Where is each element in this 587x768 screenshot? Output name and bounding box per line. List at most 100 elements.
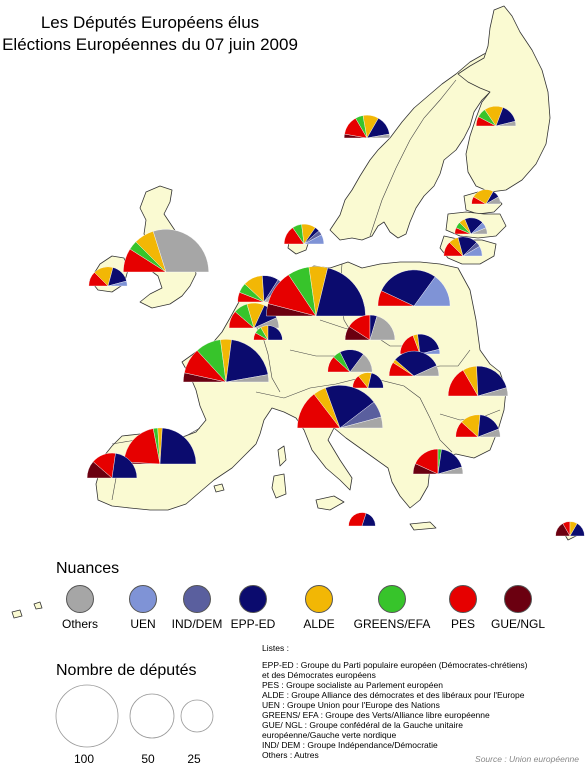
pie-portugal xyxy=(86,452,138,479)
pie-cyprus xyxy=(555,521,585,537)
pie-hungary xyxy=(388,350,440,377)
pie-sweden xyxy=(343,114,391,139)
pie-slice-lithuania-uen xyxy=(462,246,483,257)
pie-slice-romania-epp-ed xyxy=(476,365,507,397)
pie-slice-austria-others xyxy=(349,353,373,373)
pie-lithuania xyxy=(443,236,483,257)
list-line: ALDE : Groupe Alliance des démocrates et… xyxy=(262,690,525,700)
pie-slice-uk-others xyxy=(152,229,209,273)
finland-land xyxy=(457,5,551,193)
pie-luxembourg xyxy=(253,325,283,341)
legend-label-ind-dem: IND/DEM xyxy=(171,617,223,631)
list-line: UEN : Groupe Union pour l'Europe des Nat… xyxy=(262,700,440,710)
pie-france xyxy=(183,339,269,383)
pie-slice-finland-others xyxy=(495,120,517,127)
pie-austria xyxy=(327,349,373,373)
pie-slice-slovakia-uen xyxy=(419,348,441,355)
legend-swatch-alde xyxy=(305,585,333,613)
size-label-25: 25 xyxy=(187,752,201,766)
pie-slice-cyprus-epp-ed xyxy=(569,523,585,537)
legend-item-gue-ngl: GUE/NGL xyxy=(478,585,558,631)
pie-slice-france-others xyxy=(225,374,269,383)
seat-size-heading: Nombre de députés xyxy=(56,662,197,679)
pie-italy xyxy=(297,385,383,429)
list-line: PES : Groupe socialiste au Parlement eur… xyxy=(262,680,443,690)
size-circle-50 xyxy=(129,693,175,739)
legend-label-pes: PES xyxy=(450,617,475,631)
pie-slice-portugal-epp-ed xyxy=(111,453,138,479)
pie-slice-sweden-others xyxy=(366,133,391,139)
pie-estonia xyxy=(471,189,501,205)
pie-slice-hungary-epp-ed xyxy=(394,350,437,377)
border-balkans xyxy=(379,379,453,453)
legend-label-uen: UEN xyxy=(130,617,156,631)
pie-slovenia xyxy=(352,372,384,389)
legend-swatch-pes xyxy=(449,585,477,613)
pie-germany xyxy=(266,266,366,317)
pie-slice-germany-epp-ed xyxy=(315,267,366,317)
pie-slice-spain-epp-ed xyxy=(159,427,197,465)
legend-label-greens-efa: GREENS/EFA xyxy=(353,617,431,631)
pie-slovakia xyxy=(399,333,441,355)
pie-slice-estonia-others xyxy=(485,196,501,205)
nuances-heading: Nuances xyxy=(56,560,120,577)
group-list-notes: Listes : EPP-ED : Groupe du Parti popula… xyxy=(262,643,552,760)
list-line: et des Démocrates européens xyxy=(262,670,376,680)
list-line: Others : Autres xyxy=(262,750,319,760)
list-line: européenne/Gauche verte nordique xyxy=(262,730,397,740)
size-circle-100 xyxy=(55,684,119,748)
corsica-land xyxy=(277,445,287,467)
legend-label-alde: ALDE xyxy=(303,617,335,631)
legend-label-others: Others xyxy=(61,617,98,631)
pie-slice-bulgaria-others xyxy=(477,428,501,438)
lists-title: Listes : xyxy=(262,643,289,653)
pie-slice-poland-epp-ed xyxy=(381,269,436,307)
legend-swatch-uen xyxy=(129,585,157,613)
continent-land xyxy=(95,261,507,511)
border-no-se xyxy=(369,79,457,237)
legend-label-epp-ed: EPP-ED xyxy=(230,617,276,631)
pie-slice-denmark-uen xyxy=(303,234,325,245)
pie-slice-france-epp-ed xyxy=(225,339,269,383)
list-line: GUE/ NGL : Groupe confédéral de la Gauch… xyxy=(262,720,463,730)
legend-swatch-ind-dem xyxy=(183,585,211,613)
pie-finland xyxy=(475,105,517,127)
size-label-100: 100 xyxy=(73,752,95,766)
pie-slice-slovenia-epp-ed xyxy=(367,372,384,389)
sicily-land xyxy=(315,495,345,511)
pie-slice-czech-others xyxy=(369,315,396,341)
size-label-50: 50 xyxy=(141,752,155,766)
legend-swatch-greens-efa xyxy=(378,585,406,613)
balearic-land xyxy=(213,483,225,493)
pie-slice-ireland-uen xyxy=(107,280,128,287)
pie-slice-poland-uen xyxy=(413,276,451,307)
legend-item-greens-efa: GREENS/EFA xyxy=(352,585,432,631)
pie-romania xyxy=(447,365,509,397)
list-line: GREENS/ EFA : Groupe des Verts/Alliance … xyxy=(262,710,490,720)
legend-swatch-epp-ed xyxy=(239,585,267,613)
pie-poland xyxy=(377,269,451,307)
pie-czech xyxy=(344,314,396,341)
pie-slice-hungary-others xyxy=(413,365,440,377)
sardinia-land xyxy=(271,473,287,499)
pie-latvia xyxy=(454,217,488,235)
title-line-1: Les Députés Européens élus xyxy=(40,13,260,32)
pie-greece xyxy=(412,448,464,475)
legend-swatch-gue-ngl xyxy=(504,585,532,613)
pie-slice-malta-pes xyxy=(348,512,367,527)
pie-slice-romania-others xyxy=(477,387,509,397)
pie-uk xyxy=(123,229,209,273)
legend-item-ind-dem: IND/DEM xyxy=(157,585,237,631)
canary-land-2 xyxy=(33,601,43,610)
legend-label-gue-ngl: GUE/NGL xyxy=(490,617,545,631)
pie-denmark xyxy=(283,223,325,245)
pie-slice-italy-epp-ed xyxy=(325,385,375,429)
list-line: IND/ DEM : Groupe Indépendance/Démocrati… xyxy=(262,740,438,750)
size-circle-25 xyxy=(180,699,214,733)
crete-land xyxy=(409,521,437,531)
legend-item-others: Others xyxy=(40,585,120,631)
pie-slice-belgium-others xyxy=(253,317,280,329)
pie-ireland xyxy=(88,266,128,287)
pie-slice-latvia-others xyxy=(470,227,488,235)
